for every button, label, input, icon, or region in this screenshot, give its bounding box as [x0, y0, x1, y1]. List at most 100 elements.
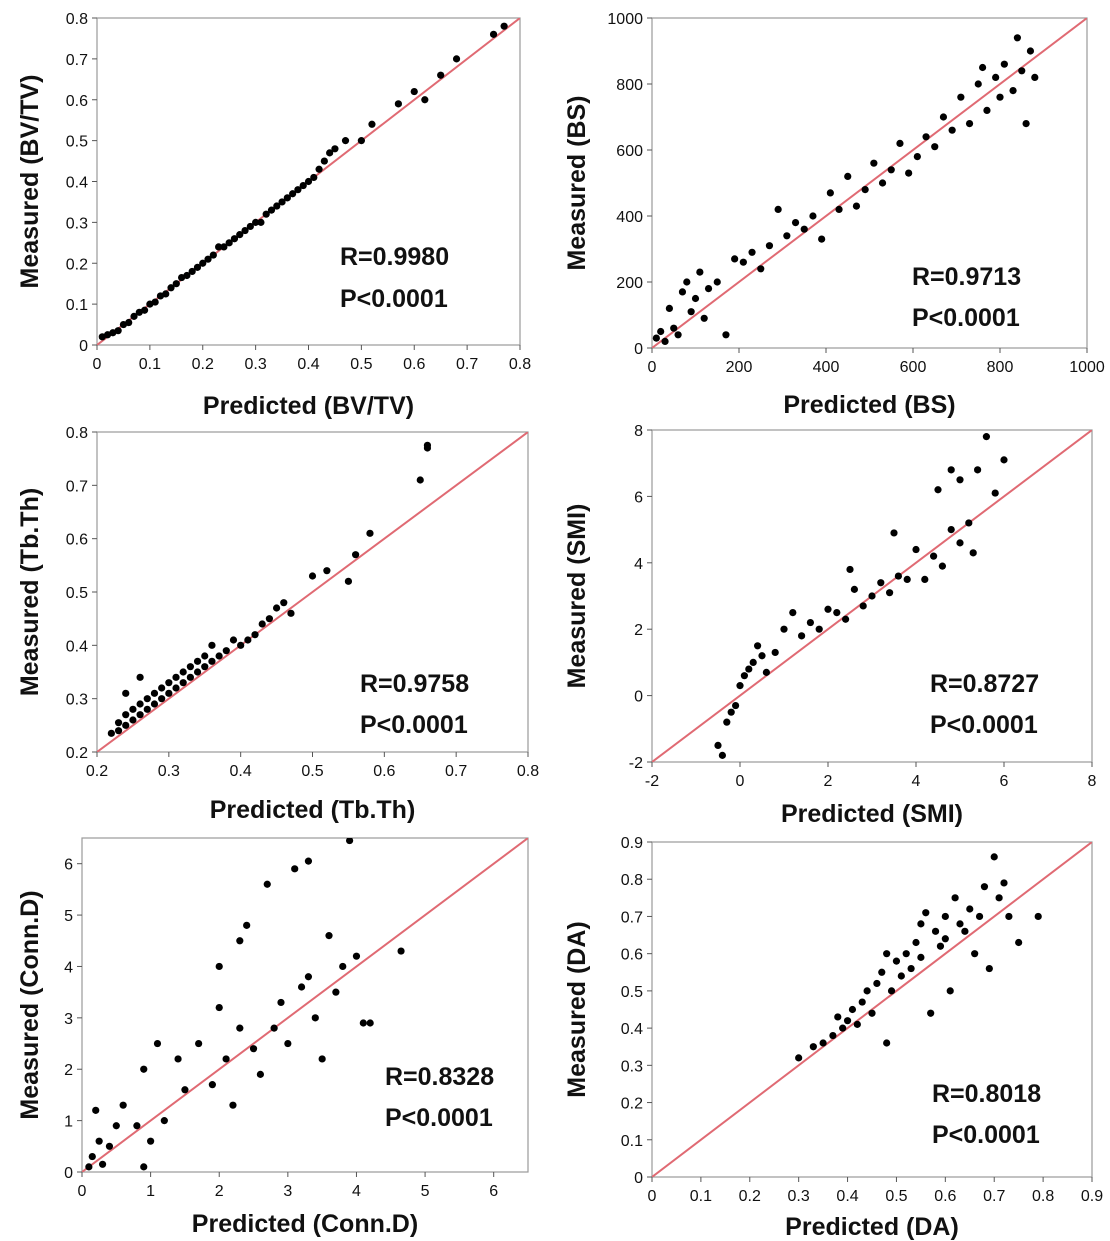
data-point — [284, 1039, 292, 1048]
data-point — [311, 1014, 319, 1022]
data-point — [236, 231, 244, 239]
data-point — [394, 100, 402, 108]
data-point — [331, 145, 339, 153]
y-tick-label: 0.3 — [621, 1058, 643, 1075]
fit-line — [652, 842, 1092, 1177]
data-point — [366, 529, 374, 537]
data-point — [853, 1020, 861, 1028]
data-point — [956, 920, 964, 928]
data-point — [798, 632, 806, 640]
data-point — [346, 838, 354, 845]
data-point — [868, 1009, 876, 1017]
data-point — [783, 232, 791, 240]
x-axis-label: Predicted (Tb.Th) — [210, 796, 416, 824]
data-point — [834, 1013, 842, 1021]
data-point — [158, 684, 166, 692]
x-tick-label: 800 — [987, 359, 1014, 376]
data-point — [745, 665, 753, 673]
data-point — [991, 489, 999, 497]
data-point — [352, 952, 361, 960]
y-tick-label: 3 — [64, 1011, 73, 1028]
data-point — [181, 1086, 189, 1094]
data-point — [941, 912, 949, 921]
y-tick-label: 0.7 — [66, 478, 88, 495]
x-tick-label: 6 — [489, 1183, 498, 1200]
data-point — [995, 894, 1003, 902]
x-tick-label: 0.8 — [1032, 1188, 1054, 1205]
y-tick-label: 4 — [634, 556, 643, 573]
data-point — [956, 476, 964, 484]
data-point — [969, 549, 977, 557]
data-point — [873, 979, 881, 988]
data-point — [193, 263, 202, 271]
data-point — [291, 865, 299, 873]
data-point — [158, 695, 166, 703]
data-point — [931, 927, 940, 935]
data-point — [241, 226, 249, 235]
data-point — [996, 93, 1004, 101]
y-tick-label: 0.5 — [66, 585, 88, 602]
x-tick-label: 0.7 — [456, 356, 478, 373]
p-value-label: P<0.0001 — [360, 711, 468, 739]
data-point — [818, 235, 826, 243]
y-axis-label: Measured (Tb.Th) — [16, 488, 44, 696]
x-tick-label: 600 — [900, 359, 927, 376]
data-point — [136, 673, 144, 681]
data-point — [877, 579, 885, 587]
x-axis-label: Predicted (DA) — [785, 1213, 959, 1241]
data-point — [249, 1045, 258, 1053]
data-point — [310, 173, 318, 182]
data-point — [105, 1142, 114, 1150]
data-point — [824, 605, 832, 613]
data-point — [416, 476, 424, 484]
y-tick-label: 0.7 — [66, 52, 88, 69]
r-value-label: R=0.9980 — [340, 243, 449, 271]
x-tick-label: 200 — [726, 359, 753, 376]
data-point — [267, 206, 276, 214]
data-point — [151, 298, 159, 306]
y-tick-label: 0 — [634, 689, 643, 706]
y-tick-label: 1000 — [607, 11, 643, 28]
data-point — [188, 267, 196, 276]
y-tick-label: 0 — [64, 1165, 73, 1182]
x-axis-label: Predicted (BV/TV) — [203, 392, 414, 420]
data-point — [713, 278, 721, 286]
data-point — [125, 318, 133, 327]
x-tick-label: -2 — [645, 773, 659, 790]
data-point — [262, 210, 270, 218]
x-tick-label: 0.4 — [836, 1188, 858, 1205]
data-point — [339, 962, 347, 971]
data-point — [917, 920, 925, 928]
data-point — [165, 679, 173, 687]
data-point — [947, 466, 955, 474]
data-point — [903, 575, 911, 584]
y-tick-label: 0.2 — [66, 256, 88, 273]
data-point — [252, 218, 260, 226]
scatter-panel-1: 0 0.1 0.2 0.3 0.4 0.5 0.6 0.7 0.8 0 0.1 0.2 0.3 0.4 0.… — [16, 11, 531, 420]
data-point — [270, 1024, 278, 1032]
x-tick-label: 4 — [352, 1183, 361, 1200]
y-tick-label: 0.8 — [66, 425, 88, 442]
data-point — [193, 657, 202, 665]
data-point — [819, 1039, 827, 1047]
data-point — [791, 219, 800, 227]
data-point — [150, 700, 159, 708]
data-point — [980, 883, 989, 891]
data-point — [326, 149, 334, 157]
data-point — [172, 673, 180, 681]
data-point — [670, 324, 678, 332]
data-point — [256, 1070, 264, 1078]
data-point — [308, 572, 317, 580]
data-point — [938, 562, 947, 570]
data-point — [739, 258, 747, 266]
y-tick-label: 0.4 — [66, 638, 88, 655]
data-point — [992, 73, 1000, 81]
x-tick-label: 0.6 — [373, 763, 395, 780]
data-point — [320, 157, 328, 165]
x-tick-label: 0.4 — [297, 356, 319, 373]
x-tick-label: 0 — [648, 359, 657, 376]
data-point — [236, 937, 244, 945]
x-tick-label: 0.7 — [983, 1188, 1005, 1205]
y-tick-label: 0.4 — [66, 175, 88, 192]
